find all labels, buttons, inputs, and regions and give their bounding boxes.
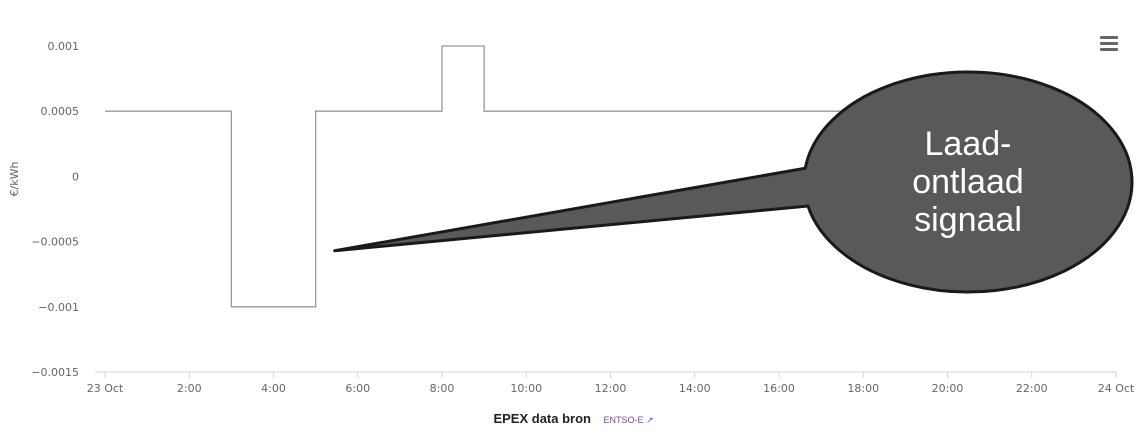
source-label: EPEX data bron (493, 411, 591, 426)
x-tick-label: 18:00 (847, 382, 879, 395)
y-tick-label: 0.001 (48, 40, 80, 53)
x-tick-label: 4:00 (261, 382, 286, 395)
x-tick-label: 16:00 (763, 382, 795, 395)
callout-bubble (333, 70, 1134, 294)
x-tick-label: 22:00 (1016, 382, 1048, 395)
x-tick-label: 8:00 (430, 382, 455, 395)
x-tick-label: 12:00 (595, 382, 627, 395)
x-tick-label: 6:00 (345, 382, 370, 395)
x-tick-label: 14:00 (679, 382, 711, 395)
y-tick-label: 0 (72, 170, 79, 183)
source-link[interactable]: ENTSO-E ↗ (603, 415, 653, 425)
price-step-line (105, 45, 906, 308)
hamburger-menu-icon[interactable] (1100, 36, 1118, 52)
y-tick-label: −0.0015 (31, 366, 79, 379)
x-tick-label: 10:00 (510, 382, 542, 395)
callout-text-line: signaal (914, 201, 1022, 239)
x-axis: 23 Oct 2:00 4:00 6:00 8:00 10:00 12:00 14:00 16:… (87, 371, 1135, 395)
y-tick-label: −0.0005 (31, 236, 79, 249)
y-tick-label: −0.001 (38, 301, 79, 314)
source-row: EPEX data bron ENTSO-E ↗ (0, 410, 1147, 428)
y-tick-label: 0.0005 (41, 105, 80, 118)
external-link-icon: ↗ (645, 415, 654, 425)
x-tick-label: 20:00 (932, 382, 964, 395)
y-axis-tick-labels: 0.001 0.0005 0 −0.0005 −0.001 −0.0015 (31, 40, 79, 379)
callout-text-line: Laad- (925, 125, 1012, 163)
x-tick-label: 2:00 (177, 382, 202, 395)
x-tick-label: 24 Oct (1098, 382, 1135, 395)
y-axis-title: €/kWh (8, 162, 21, 197)
series-layer (105, 45, 906, 308)
callout-text-line: ontlaad (912, 163, 1024, 201)
source-link-text: ENTSO-E (603, 415, 644, 425)
x-tick-label: 23 Oct (87, 382, 124, 395)
